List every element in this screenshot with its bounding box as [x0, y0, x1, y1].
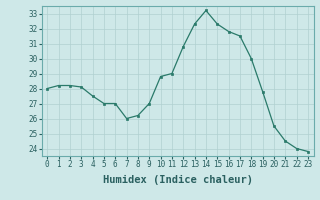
X-axis label: Humidex (Indice chaleur): Humidex (Indice chaleur): [103, 175, 252, 185]
